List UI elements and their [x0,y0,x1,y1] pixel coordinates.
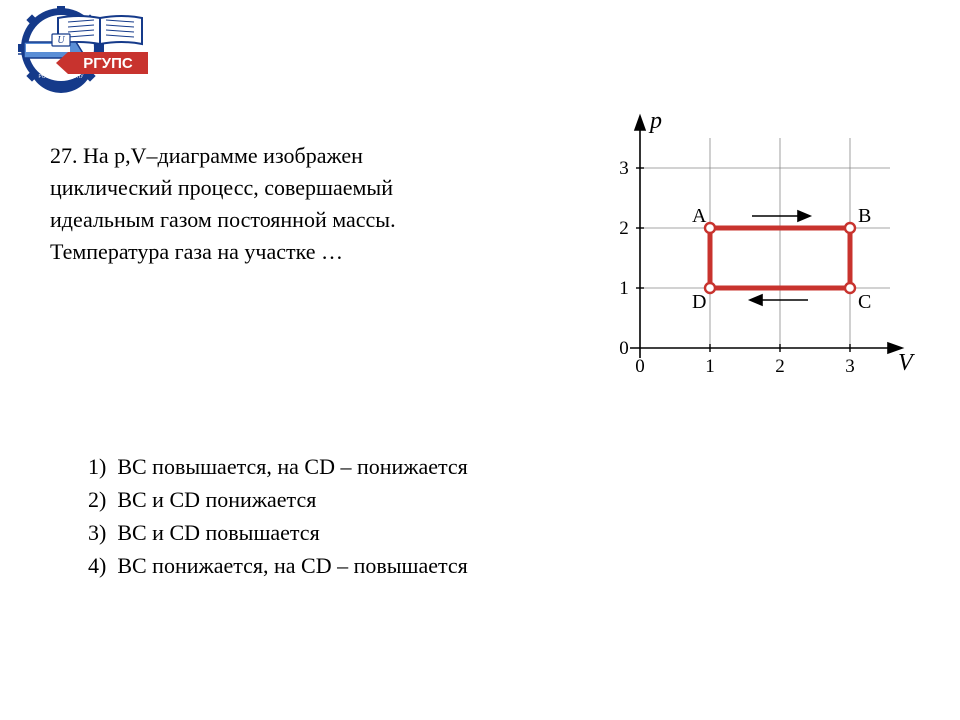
point-label-b: B [858,205,871,227]
y-axis-label: p [648,108,662,134]
pv-diagram: A B C D p V 0 1 2 3 0 1 2 3 [580,108,920,398]
x-axis-label: V [898,350,915,376]
question-line: идеальным газом постоянной массы. [50,204,530,236]
answer-option-3: 3) BC и CD повышается [88,516,468,549]
question-line: циклический процесс, совершаемый [50,172,530,204]
logo-letter: U [57,35,65,46]
y-tick: 1 [619,278,629,299]
x-tick: 3 [845,356,855,377]
question-text: 27. На p,V–диаграмме изображен циклическ… [50,140,530,268]
answer-option-2: 2) BC и CD понижается [88,483,468,516]
point-label-d: D [692,291,706,313]
answer-options: 1) BC повышается, на CD – понижается 2) … [88,450,468,582]
y-tick: 0 [619,338,629,359]
x-tick: 0 [635,356,645,377]
answer-option-4: 4) BC понижается, на CD – повышается [88,549,468,582]
answer-option-1: 1) BC повышается, на CD – понижается [88,450,468,483]
y-tick: 2 [619,218,629,239]
logo-text: РГУПС [83,55,133,72]
question-line: Температура газа на участке … [50,236,530,268]
point-label-a: A [692,205,707,227]
question-line: 27. На p,V–диаграмме изображен [50,140,530,172]
university-logo: U РГУПС РОСТОВ-НА-ДОНУ [18,6,148,98]
y-tick: 3 [619,158,629,179]
point-label-c: C [858,291,871,313]
x-tick: 2 [775,356,785,377]
logo-arc-text: РОСТОВ-НА-ДОНУ [39,74,85,80]
x-tick: 1 [705,356,715,377]
